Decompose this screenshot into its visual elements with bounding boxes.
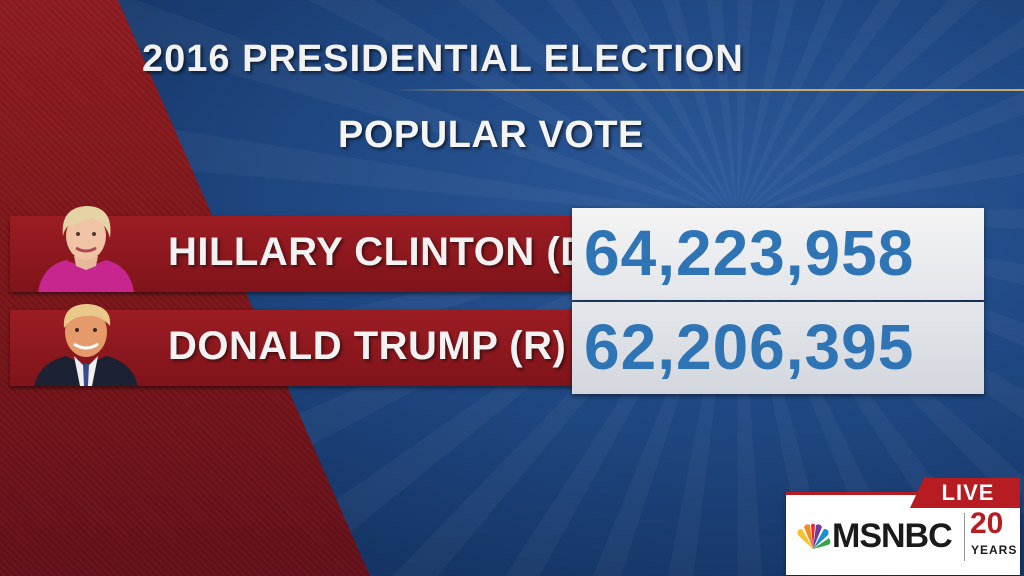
candidate-name: DONALD TRUMP (R)	[168, 324, 567, 368]
title-divider	[392, 89, 1024, 91]
page-subtitle: POPULAR VOTE	[338, 114, 644, 156]
vote-count: 62,206,395	[584, 311, 915, 383]
candidate-name: HILLARY CLINTON (D)	[168, 230, 604, 274]
live-label: LIVE	[941, 480, 995, 505]
candidate-row-clinton: HILLARY CLINTON (D)	[10, 206, 603, 292]
vote-count-box-clinton: 64,223,958	[572, 208, 984, 300]
candidate-row-trump: DONALD TRUMP (R)	[10, 304, 580, 386]
page-title: 2016 PRESIDENTIAL ELECTION	[142, 38, 744, 80]
msnbc-wordmark: MSNBC	[832, 517, 953, 555]
vote-count: 64,223,958	[584, 217, 915, 289]
network-bug: MSNBC 20 YEARS LIVE	[786, 478, 1020, 575]
nbc-peacock-icon	[797, 523, 831, 549]
vote-count-box-trump: 62,206,395	[572, 302, 984, 394]
hillary-clinton-portrait-icon	[30, 200, 142, 292]
donald-trump-portrait-icon	[30, 294, 142, 386]
live-badge: LIVE	[910, 478, 1020, 508]
logo-divider	[964, 513, 965, 561]
anniversary-label: YEARS	[971, 543, 1018, 557]
anniversary-number: 20	[970, 507, 1004, 540]
